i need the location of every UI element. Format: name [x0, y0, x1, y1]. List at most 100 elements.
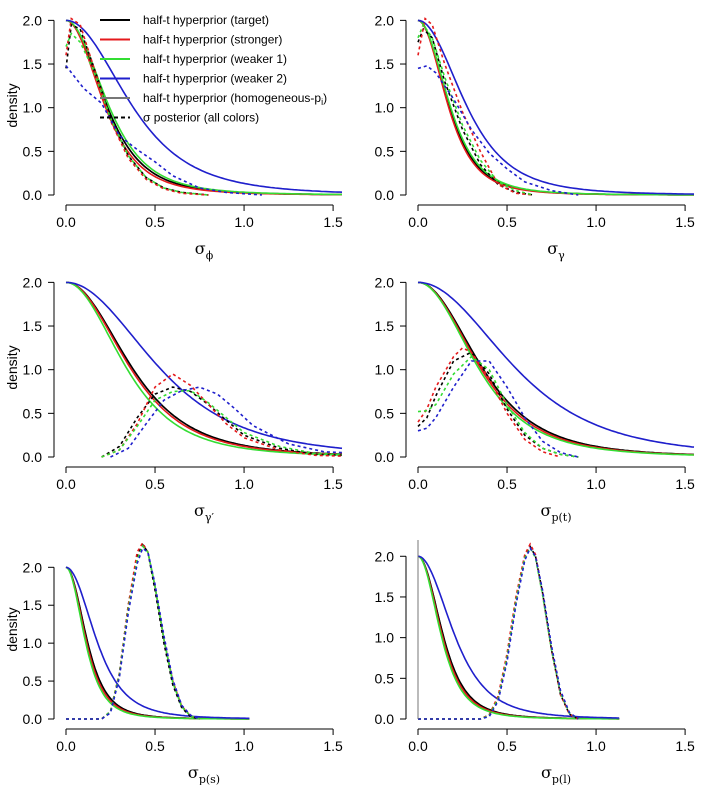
posterior-curve-blue [110, 386, 343, 458]
y-tick-label: 1.0 [375, 630, 395, 646]
prior-curve-weaker1 [417, 281, 695, 456]
y-tick-label: 1.5 [23, 56, 43, 72]
prior-curve-weaker2 [417, 19, 694, 195]
posterior-curve-blue [66, 547, 200, 720]
x-tick-label: 0.0 [56, 214, 76, 230]
x-axis-label: σϕ [195, 239, 214, 262]
y-tick-label: 0.0 [375, 449, 395, 465]
posterior-curve-black [417, 351, 579, 458]
y-tick-label: 0.0 [23, 449, 43, 465]
x-tick-label: 1.0 [586, 738, 606, 754]
y-axis-label: density [4, 607, 20, 651]
prior-curve-weaker2 [65, 566, 250, 720]
x-axis-label-subscript: p(s) [199, 773, 220, 785]
legend-label: half-t hyperprior (homogeneous-pi) [143, 91, 327, 107]
posterior-curve-blue [417, 360, 579, 458]
y-tick-label: 2.0 [375, 12, 395, 28]
y-tick-label: 2.0 [23, 274, 43, 290]
legend-label: half-t hyperprior (weaker 2) [143, 72, 287, 86]
x-tick-label: 0.5 [145, 214, 165, 230]
y-tick-label: 0.5 [375, 143, 395, 159]
y-tick-label: 0.5 [23, 143, 43, 159]
prior-curve-stronger [65, 281, 343, 456]
posterior-curve-red [101, 373, 343, 458]
x-tick-label: 0.0 [408, 738, 428, 754]
legend-label: half-t hyperprior (weaker 1) [143, 52, 287, 66]
y-tick-label: 2.0 [23, 559, 43, 575]
legend-label-subscript: i [321, 97, 323, 107]
x-axis-label-subscript: γ [558, 249, 565, 262]
y-axis-label: density [4, 345, 20, 389]
y-tick-label: 1.0 [375, 100, 395, 116]
legend-label: σ posterior (all colors) [143, 111, 259, 125]
posterior-curve-blue [417, 64, 579, 196]
y-tick-label: 1.5 [23, 318, 43, 334]
posterior-curve-black [101, 386, 343, 458]
x-tick-label: 1.0 [586, 214, 606, 230]
y-tick-label: 1.0 [23, 362, 43, 378]
x-tick-label: 0.5 [497, 476, 517, 492]
prior-curve-stronger [417, 281, 695, 456]
prior-curve-weaker1 [417, 555, 620, 720]
posterior-curve-black [65, 23, 209, 196]
panel-sigma_p_t: 0.0 0.5 1.0 1.5 0.0 0.5 1.0 1.5 2.0 σp(t) [375, 274, 696, 524]
posterior-curve-red [418, 542, 579, 720]
x-tick-label: 1.5 [323, 476, 343, 492]
y-tick-label: 1.5 [375, 589, 395, 605]
x-axis-label: σp(s) [188, 763, 220, 785]
y-tick-label: 0.0 [375, 187, 395, 203]
y-tick-label: 0.5 [23, 673, 43, 689]
x-tick-label: 0.0 [408, 476, 428, 492]
posterior-curve-red [66, 541, 200, 720]
posterior-curve-red [65, 17, 209, 196]
panel-sigma_gamma_prime: 0.0 0.5 1.0 1.5 0.0 0.5 1.0 1.5 2.0 σγ′ density [4, 274, 343, 524]
x-tick-label: 1.5 [675, 738, 695, 754]
posterior-curve-green [101, 389, 343, 458]
y-tick-label: 1.5 [23, 597, 43, 613]
prior-curve-target [65, 281, 343, 455]
posterior-curve-green [417, 23, 534, 196]
x-axis-label-subscript: ϕ [206, 249, 214, 262]
panel-sigma_p_s: 0.0 0.5 1.0 1.5 0.0 0.5 1.0 1.5 2.0 σp(s) density [4, 541, 343, 785]
x-tick-label: 0.5 [497, 214, 517, 230]
prior-curve-weaker1 [65, 19, 342, 196]
x-tick-label: 0.5 [145, 476, 165, 492]
posterior-curve-black [66, 543, 200, 720]
y-tick-label: 0.5 [375, 405, 395, 421]
x-tick-label: 0.0 [56, 476, 76, 492]
prior-curve-weaker1 [65, 281, 343, 456]
posterior-curve-black [417, 27, 534, 196]
x-tick-label: 1.5 [323, 214, 343, 230]
x-axis-label-subscript: p(l) [552, 773, 571, 785]
panel-sigma_gamma: 0.0 0.5 1.0 1.5 0.0 0.5 1.0 1.5 2.0 σγ [375, 12, 696, 262]
x-tick-label: 1.5 [323, 738, 343, 754]
x-tick-label: 1.0 [234, 476, 254, 492]
posterior-curve-blue [65, 65, 262, 196]
prior-curve-homogeneous [65, 281, 343, 455]
x-tick-label: 1.0 [234, 738, 254, 754]
y-tick-label: 2.0 [375, 548, 395, 564]
prior-curve-target [65, 566, 250, 720]
posterior-curve-red [417, 17, 534, 196]
y-tick-label: 0.5 [375, 670, 395, 686]
y-tick-label: 0.0 [375, 711, 395, 727]
panel-sigma_phi: 0.0 0.5 1.0 1.5 0.0 0.5 1.0 1.5 2.0 σϕ density [4, 12, 343, 262]
x-axis-label: σγ′ [194, 501, 214, 524]
panel-sigma_p_l: 0.0 0.5 1.0 1.5 0.0 0.5 1.0 1.5 2.0 σp(l) [375, 540, 695, 785]
x-axis-label: σp(t) [541, 501, 572, 524]
prior-curve-weaker2 [65, 281, 343, 450]
x-tick-label: 1.5 [675, 476, 695, 492]
x-tick-label: 0.5 [497, 738, 517, 754]
prior-curve-weaker1 [65, 566, 250, 720]
prior-curve-weaker2 [418, 281, 695, 448]
x-tick-label: 0.5 [145, 738, 165, 754]
prior-curve-stronger [65, 566, 250, 720]
posterior-curve-green [417, 355, 579, 458]
y-tick-label: 1.0 [375, 362, 395, 378]
legend: half-t hyperprior (target) half-t hyperpr… [100, 13, 327, 125]
y-tick-label: 2.0 [23, 12, 43, 28]
prior-curve-weaker1 [417, 19, 694, 196]
posterior-curve-blue [418, 546, 579, 720]
y-axis-label: density [4, 83, 20, 127]
